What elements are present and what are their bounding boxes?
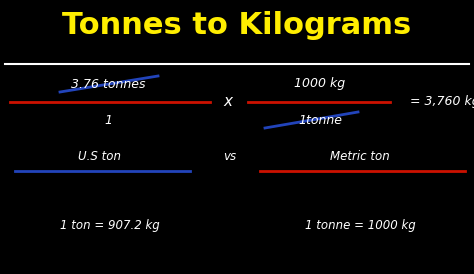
- Text: 1: 1: [104, 113, 112, 127]
- Text: 1 tonne = 1000 kg: 1 tonne = 1000 kg: [305, 219, 415, 233]
- Text: vs: vs: [223, 150, 237, 162]
- Text: 1000 kg: 1000 kg: [294, 78, 346, 90]
- Text: Metric ton: Metric ton: [330, 150, 390, 162]
- Text: x: x: [224, 95, 233, 110]
- Text: U.S ton: U.S ton: [79, 150, 121, 162]
- Text: 1 ton = 907.2 kg: 1 ton = 907.2 kg: [60, 219, 160, 233]
- Text: = 3,760 kg: = 3,760 kg: [410, 96, 474, 109]
- Text: 3.76 tonnes: 3.76 tonnes: [71, 78, 145, 90]
- Text: 1tonne: 1tonne: [298, 113, 342, 127]
- Text: Tonnes to Kilograms: Tonnes to Kilograms: [63, 12, 411, 41]
